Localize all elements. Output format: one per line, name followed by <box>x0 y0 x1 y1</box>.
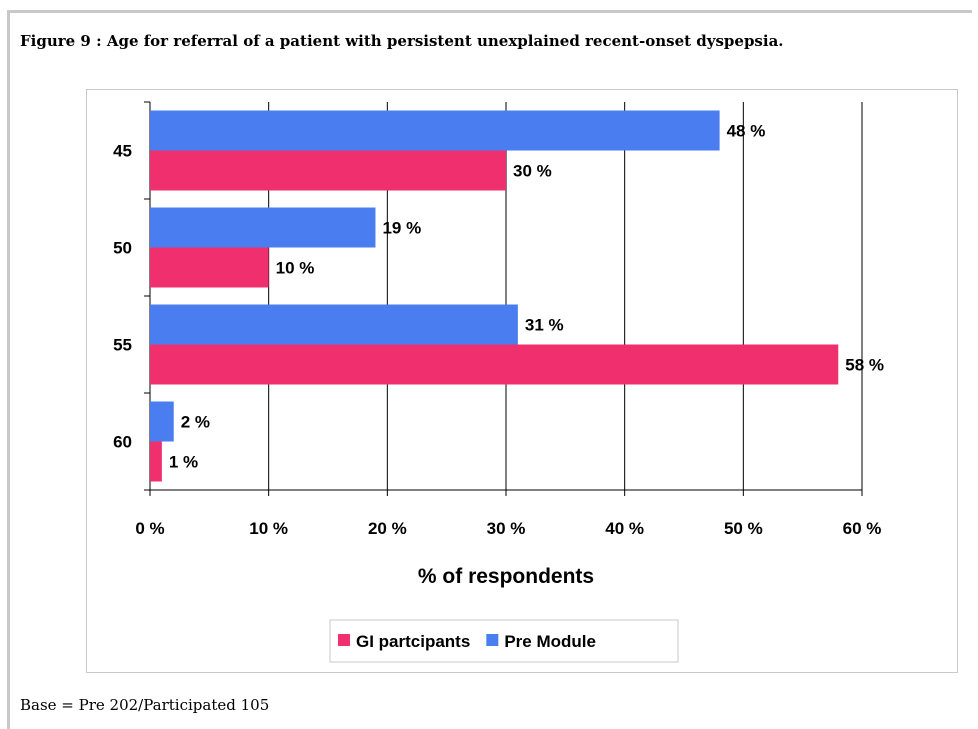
x-tick-label: 10 % <box>249 519 288 538</box>
data-label: 1 % <box>169 453 198 472</box>
legend-swatch <box>486 634 499 646</box>
category-label: 45 <box>113 142 132 161</box>
data-label: 31 % <box>525 316 564 335</box>
bar-gi-partcipants <box>150 441 162 482</box>
bar-gi-partcipants <box>150 344 839 385</box>
category-label: 60 <box>113 433 132 452</box>
bar-pre-module <box>150 207 376 248</box>
legend-label: Pre Module <box>504 632 596 651</box>
data-label: 58 % <box>845 356 884 375</box>
bar-pre-module <box>150 110 720 151</box>
x-tick-label: 60 % <box>843 519 882 538</box>
base-footnote: Base = Pre 202/Participated 105 <box>20 696 270 714</box>
x-tick-label: 30 % <box>487 519 526 538</box>
x-tick-label: 20 % <box>368 519 407 538</box>
legend-swatch <box>338 634 350 646</box>
figure-frame <box>7 10 972 729</box>
data-label: 30 % <box>513 162 552 181</box>
category-label: 55 <box>113 336 132 355</box>
x-tick-label: 50 % <box>724 519 763 538</box>
data-label: 2 % <box>181 413 210 432</box>
data-label: 19 % <box>382 219 421 238</box>
x-tick-label: 40 % <box>605 519 644 538</box>
figure-title: Figure 9 : Age for referral of a patient… <box>20 32 784 50</box>
legend-label: GI partcipants <box>356 632 470 651</box>
category-label: 50 <box>113 239 132 258</box>
data-label: 48 % <box>727 122 766 141</box>
bar-pre-module <box>150 304 518 345</box>
x-tick-label: 0 % <box>135 519 164 538</box>
legend-box <box>329 619 679 663</box>
bar-gi-partcipants <box>150 150 506 191</box>
x-axis-title: % of respondents <box>418 565 594 588</box>
bar-pre-module <box>150 401 174 442</box>
data-label: 10 % <box>276 259 315 278</box>
bar-gi-partcipants <box>150 247 269 288</box>
